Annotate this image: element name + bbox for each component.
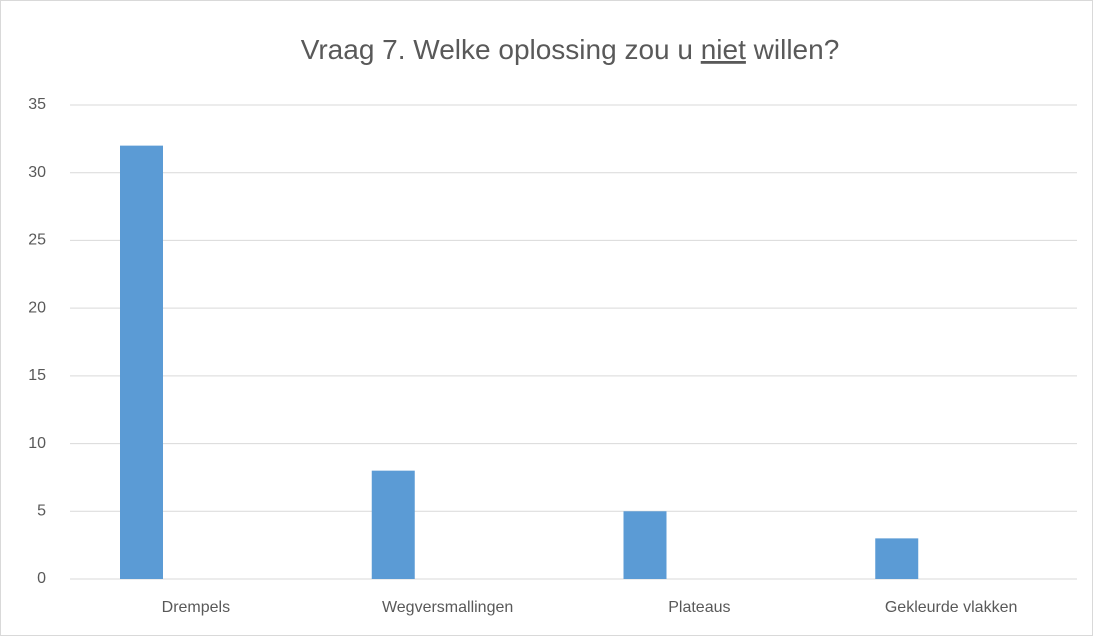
y-tick-label: 30 (28, 164, 46, 181)
x-tick-label: Gekleurde vlakken (885, 599, 1018, 616)
bar (623, 511, 667, 579)
y-tick-label: 15 (28, 367, 46, 384)
x-tick-label: Plateaus (668, 599, 730, 616)
y-tick-label: 5 (37, 503, 46, 520)
bar (371, 470, 415, 579)
x-tick-label: Drempels (162, 599, 230, 616)
y-tick-label: 20 (28, 299, 46, 316)
bar (875, 538, 919, 579)
y-tick-label: 0 (37, 570, 46, 587)
bar (120, 145, 163, 579)
title-part: willen? (746, 34, 839, 65)
y-tick-label: 25 (28, 232, 46, 249)
title-part: niet (701, 34, 746, 65)
y-tick-label: 10 (28, 435, 46, 452)
x-tick-label: Wegversmallingen (382, 599, 513, 616)
title-part: Vraag 7. Welke oplossing zou u (301, 34, 701, 65)
y-tick-label: 35 (28, 96, 46, 113)
chart-title: Vraag 7. Welke oplossing zou u niet will… (301, 34, 840, 65)
